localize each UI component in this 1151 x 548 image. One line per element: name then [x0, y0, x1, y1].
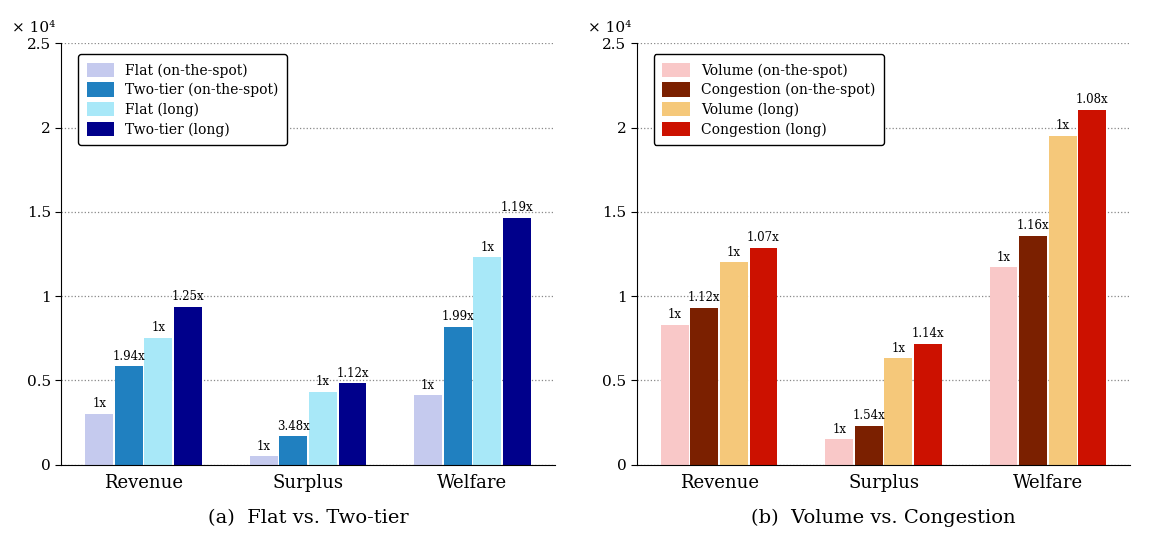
Bar	[855, 426, 883, 465]
Text: 1x: 1x	[1055, 119, 1069, 132]
Text: × 10⁴: × 10⁴	[12, 21, 55, 35]
Bar	[145, 338, 173, 465]
Bar	[473, 257, 501, 465]
Bar	[250, 456, 277, 465]
Text: 1x: 1x	[421, 379, 435, 392]
Bar	[503, 218, 531, 465]
Text: 1x: 1x	[832, 423, 846, 436]
Text: 1.08x: 1.08x	[1076, 93, 1108, 106]
Text: 1x: 1x	[727, 246, 741, 259]
Text: 1x: 1x	[891, 341, 906, 355]
Bar	[990, 267, 1017, 465]
Text: 1x: 1x	[152, 322, 166, 334]
Bar	[85, 414, 113, 465]
Bar	[661, 324, 688, 465]
Bar	[721, 262, 748, 465]
Bar	[749, 248, 777, 465]
Text: 1.99x: 1.99x	[441, 310, 474, 323]
Bar	[884, 358, 913, 465]
Bar	[414, 396, 442, 465]
Text: 1.12x: 1.12x	[688, 291, 721, 304]
Text: 1x: 1x	[92, 397, 106, 410]
Bar	[338, 384, 366, 465]
Legend: Volume (on-the-spot), Congestion (on-the-spot), Volume (long), Congestion (long): Volume (on-the-spot), Congestion (on-the…	[654, 54, 884, 145]
Bar	[280, 436, 307, 465]
Text: 1.12x: 1.12x	[336, 367, 368, 380]
Bar	[308, 392, 337, 465]
Bar	[174, 306, 201, 465]
Text: 1.07x: 1.07x	[747, 231, 780, 244]
Text: 1.25x: 1.25x	[171, 290, 205, 303]
Text: 1.19x: 1.19x	[501, 201, 533, 214]
X-axis label: (b)  Volume vs. Congestion: (b) Volume vs. Congestion	[752, 509, 1016, 527]
Bar	[1078, 110, 1106, 465]
Text: 1.14x: 1.14x	[912, 327, 944, 340]
Legend: Flat (on-the-spot), Two-tier (on-the-spot), Flat (long), Two-tier (long): Flat (on-the-spot), Two-tier (on-the-spo…	[78, 54, 287, 145]
Text: 1x: 1x	[315, 375, 330, 389]
Bar	[444, 327, 472, 465]
Text: 1x: 1x	[668, 308, 681, 321]
Text: 1x: 1x	[997, 250, 1011, 264]
Bar	[914, 344, 942, 465]
Text: 1x: 1x	[480, 241, 494, 254]
Text: × 10⁴: × 10⁴	[587, 21, 631, 35]
Text: 1x: 1x	[257, 439, 270, 453]
Bar	[115, 367, 143, 465]
Text: 1.54x: 1.54x	[853, 409, 885, 422]
Text: 1.16x: 1.16x	[1016, 219, 1050, 232]
Bar	[1049, 136, 1076, 465]
Bar	[1020, 236, 1047, 465]
X-axis label: (a)  Flat vs. Two-tier: (a) Flat vs. Two-tier	[207, 509, 409, 527]
Bar	[825, 439, 853, 465]
Text: 1.94x: 1.94x	[113, 350, 145, 363]
Bar	[691, 308, 718, 465]
Text: 3.48x: 3.48x	[277, 420, 310, 433]
